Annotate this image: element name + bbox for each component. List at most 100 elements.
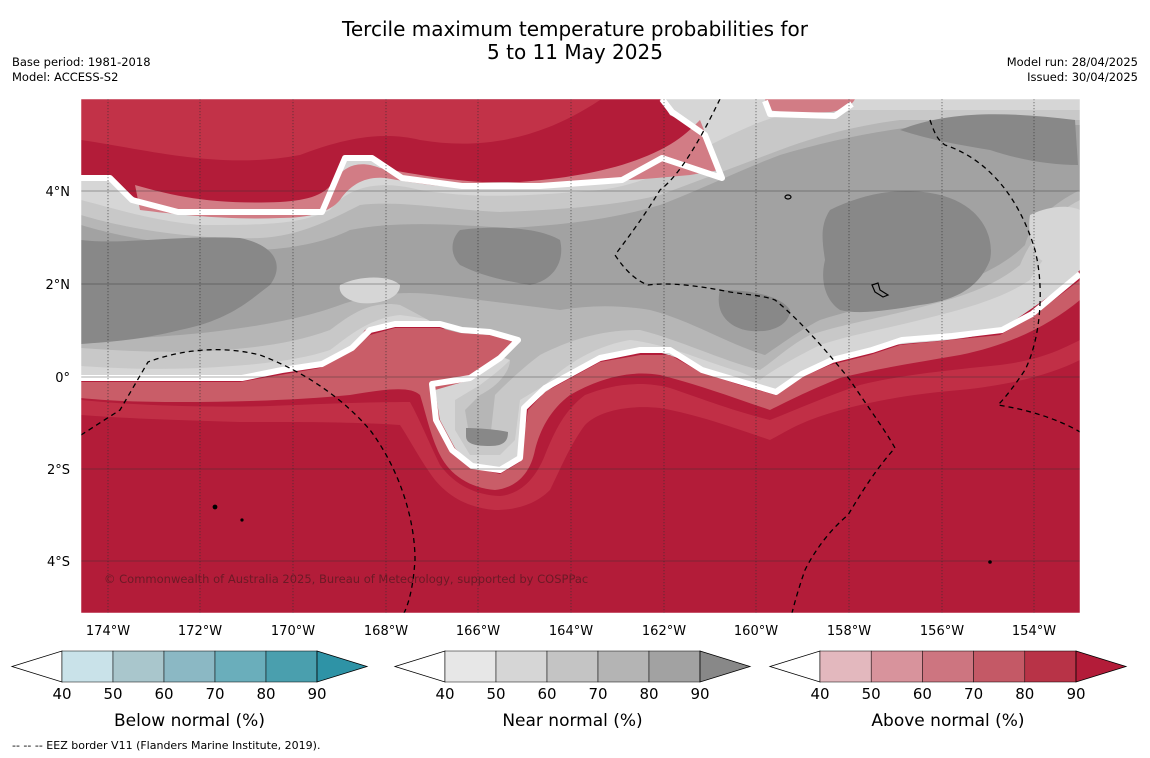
colorbar-tick-label: 80 — [256, 685, 275, 703]
parallels — [81, 190, 1080, 562]
colorbar-tick-label: 70 — [588, 685, 607, 703]
eez-border-east — [929, 119, 1080, 433]
map-title: Tercile maximum temperature probabilitie… — [0, 18, 1150, 64]
colorbar-tick-label: 60 — [154, 685, 173, 703]
latitude-labels: 4°N 2°N 0° 2°S 4°S — [46, 185, 71, 570]
copyright-notice: © Commonwealth of Australia 2025, Bureau… — [104, 572, 588, 586]
colorbar-tick-label: 40 — [435, 685, 454, 703]
near-normal-50-patch-east — [1029, 206, 1080, 266]
colorbar-tick-label: 40 — [810, 685, 829, 703]
longitude-label: 164°W — [549, 624, 593, 639]
longitude-label: 168°W — [364, 624, 408, 639]
near-normal-90-east — [822, 190, 991, 313]
colorbar-tick-label: 50 — [486, 685, 505, 703]
colorbar-segment — [648, 650, 701, 683]
latitude-label: 2°S — [47, 463, 70, 478]
colorbar-segment — [163, 650, 216, 683]
eez-border-west — [81, 349, 416, 613]
eez-borders — [81, 99, 1080, 613]
longitude-label: 160°W — [734, 624, 778, 639]
tercile-boundaries — [81, 99, 1080, 473]
colorbar-tick-label: 60 — [537, 685, 556, 703]
colorbar-extend-high — [316, 650, 369, 683]
colorbar: 40 50 60 70 80 90 Below normal (%) — [10, 650, 369, 731]
model-name: Model: ACCESS-S2 — [12, 70, 119, 84]
colorbar-segment — [922, 650, 974, 683]
longitude-label: 162°W — [642, 624, 686, 639]
colorbar-extend-low — [10, 650, 63, 683]
longitude-label: 172°W — [178, 624, 222, 639]
boundary-north — [81, 99, 725, 215]
colorbar-segment — [973, 650, 1026, 683]
island-1 — [784, 194, 792, 200]
latitude-label: 0° — [55, 371, 70, 386]
colorbar-tick-label: 90 — [690, 685, 709, 703]
issued-date: Issued: 30/04/2025 — [1027, 70, 1138, 84]
longitude-label: 166°W — [456, 624, 500, 639]
near-normal-90-northeast — [900, 114, 1078, 165]
colorbar-segment — [112, 650, 165, 683]
longitude-label: 158°W — [827, 624, 871, 639]
above-normal-50-south-border — [81, 280, 1080, 490]
above-normal-50-top-patch — [765, 99, 855, 113]
colorbar-tick-label: 90 — [1066, 685, 1085, 703]
colorbar-segment — [1024, 650, 1077, 683]
near-normal-90-west — [81, 237, 277, 344]
colorbars: 40 50 60 70 80 90 Below normal (%) 40 50 60 70 80 90… — [10, 650, 1128, 731]
longitude-labels: 174°W 172°W 170°W 168°W 166°W 164°W 162°W 160°W… — [86, 624, 1056, 639]
colorbar-title: Near normal (%) — [502, 711, 642, 731]
above-normal-50-north-strip — [135, 120, 720, 219]
colorbar-title: Below normal (%) — [114, 711, 265, 731]
colorbar-segment — [61, 650, 114, 683]
model-run: Model run: 28/04/2025 — [1006, 55, 1138, 69]
near-normal-90-southcentral — [718, 290, 790, 332]
base-period: Base period: 1981-2018 — [12, 55, 151, 69]
colorbar-extend-high — [1075, 650, 1128, 683]
above-normal-70-south-band — [81, 340, 1080, 510]
colorbar-segment — [265, 650, 318, 683]
colorbar-tick-label: 50 — [862, 685, 881, 703]
meta-right: Model run: 28/04/2025 Issued: 30/04/2025 — [1007, 55, 1138, 85]
near-normal-90-central — [452, 227, 562, 285]
island-3 — [240, 518, 244, 522]
colorbar-title: Above normal (%) — [871, 711, 1024, 731]
colorbar-tick-label: 60 — [913, 685, 932, 703]
colorbar-tick-label: 70 — [205, 685, 224, 703]
longitude-label: 174°W — [86, 624, 130, 639]
colorbar-extend-low — [768, 650, 821, 683]
colorbar-segment — [495, 650, 548, 683]
longitude-label: 170°W — [271, 624, 315, 639]
islands — [212, 194, 992, 564]
map-field — [81, 99, 1080, 613]
title-line-1: Tercile maximum temperature probabilitie… — [342, 17, 808, 41]
colorbar: 40 50 60 70 80 90 Above normal (%) — [768, 650, 1128, 731]
colorbar: 40 50 60 70 80 90 Near normal (%) — [393, 650, 752, 731]
colorbar-tick-label: 80 — [639, 685, 658, 703]
boundary-top-patch — [762, 99, 854, 119]
longitude-label: 154°W — [1012, 624, 1056, 639]
colorbar-segment — [214, 650, 267, 683]
colorbar-tick-label: 80 — [1015, 685, 1034, 703]
island-2 — [212, 504, 218, 510]
colorbar-tick-label: 50 — [103, 685, 122, 703]
colorbar-segment — [546, 650, 599, 683]
colorbar-segment — [870, 650, 923, 683]
colorbar-segment — [819, 650, 872, 683]
latitude-label: 4°N — [46, 185, 71, 200]
title-line-2: 5 to 11 May 2025 — [487, 40, 663, 64]
latitude-label: 2°N — [46, 278, 71, 293]
longitude-label: 156°W — [920, 624, 964, 639]
eez-footnote: -- -- -- EEZ border V11 (Flanders Marine… — [12, 739, 321, 752]
colorbar-tick-label: 90 — [307, 685, 326, 703]
colorbar-tick-label: 40 — [52, 685, 71, 703]
island-4 — [988, 560, 992, 564]
colorbar-extend-high — [699, 650, 752, 683]
colorbar-segment — [597, 650, 650, 683]
eez-border-central — [614, 99, 896, 613]
map-frame — [80, 98, 1081, 614]
above-normal-80-north — [81, 99, 600, 161]
boundary-south — [81, 271, 1080, 473]
colorbar-segment — [444, 650, 497, 683]
island-kiritimati — [871, 282, 890, 298]
